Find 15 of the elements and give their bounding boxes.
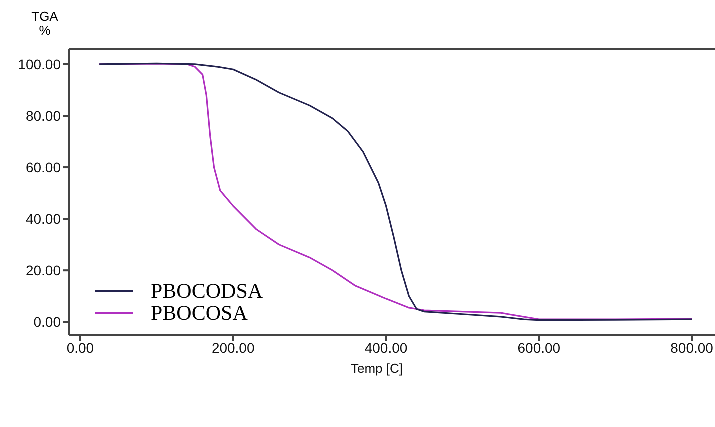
y-tick-label: 60.00 bbox=[26, 159, 62, 176]
y-tick-label: 20.00 bbox=[26, 262, 62, 279]
x-tick-label: 800.00 bbox=[670, 340, 714, 356]
y-axis-title: TGA % bbox=[30, 9, 60, 38]
y-tick-label: 40.00 bbox=[26, 211, 62, 228]
y-tick-label: 100.00 bbox=[18, 56, 62, 72]
legend-label: PBOCOSA bbox=[151, 301, 248, 325]
x-tick-label: 0.00 bbox=[66, 340, 94, 356]
x-tick-label: 600.00 bbox=[518, 340, 561, 356]
y-tick-label: 0.00 bbox=[34, 314, 62, 330]
x-axis-title: Temp [C] bbox=[350, 361, 404, 376]
x-tick-label: 400.00 bbox=[364, 340, 408, 356]
x-tick-label: 200.00 bbox=[212, 340, 255, 356]
legend-label: PBOCODSA bbox=[151, 279, 264, 303]
y-tick-label: 80.00 bbox=[26, 108, 62, 124]
